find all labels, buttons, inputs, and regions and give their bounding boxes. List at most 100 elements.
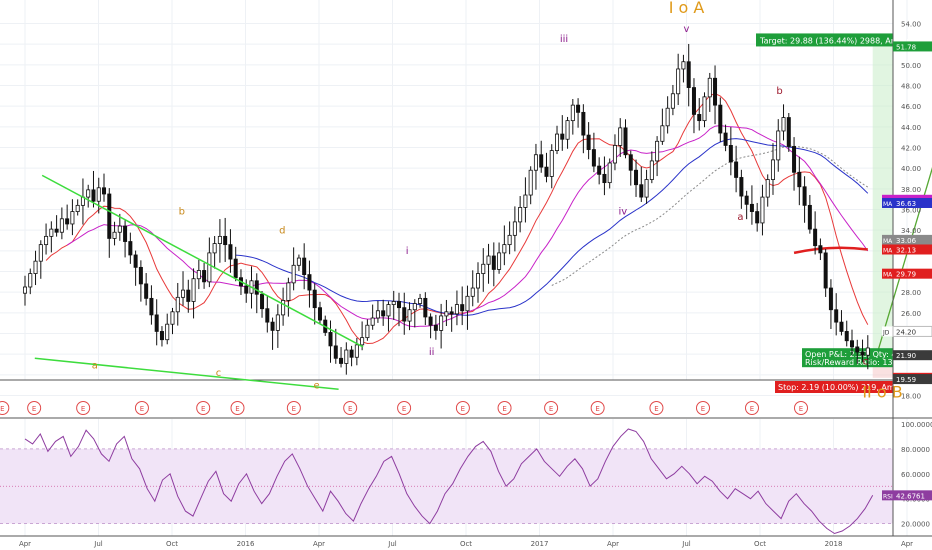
svg-text:E: E <box>549 405 553 413</box>
candle <box>818 238 823 261</box>
candle <box>602 156 607 196</box>
wave-label: a <box>92 361 98 372</box>
candle <box>734 145 739 193</box>
candle <box>565 116 570 149</box>
y-tick-label: 54.00 <box>901 21 921 29</box>
candle <box>312 283 317 325</box>
candle <box>834 293 839 336</box>
wave-label: e <box>313 380 319 391</box>
wave-degree-label: II o B <box>862 383 902 402</box>
candle <box>33 250 38 286</box>
candle <box>44 223 49 255</box>
wave-degree-label: I o A <box>669 0 705 17</box>
svg-text:E: E <box>348 405 352 413</box>
candle <box>233 246 238 282</box>
candle <box>186 279 191 313</box>
candle <box>844 320 849 347</box>
earnings-marker: E <box>76 401 91 415</box>
candle <box>760 184 765 236</box>
y-tick-label: 38.00 <box>901 186 921 194</box>
candle <box>681 54 686 83</box>
price-label: JD 24.20 <box>882 325 932 337</box>
x-tick-label: Jul <box>387 540 397 548</box>
price-label: MA 36.63 <box>882 197 932 208</box>
candle <box>212 236 217 269</box>
svg-text:JD: JD <box>882 329 890 336</box>
x-tick-label: Apr <box>19 540 31 548</box>
price-label-prefix-bg <box>882 326 893 337</box>
candle <box>792 137 797 191</box>
candle <box>260 291 265 318</box>
candle <box>128 232 133 264</box>
x-tick-label: 2016 <box>237 540 255 548</box>
svg-text:E: E <box>32 405 36 413</box>
x-tick-label: Jul <box>681 540 691 548</box>
candle <box>776 119 781 172</box>
candle <box>102 173 107 202</box>
candle <box>823 248 828 297</box>
candle <box>360 321 365 351</box>
candle <box>728 127 733 176</box>
candle <box>175 282 180 326</box>
candle <box>123 220 128 258</box>
candle <box>344 342 349 375</box>
wave-label: iv <box>618 207 627 218</box>
price-label: 21.90 <box>893 350 932 361</box>
candle <box>849 329 854 356</box>
candle <box>154 299 159 346</box>
candle <box>765 174 770 207</box>
svg-text:E: E <box>654 405 658 413</box>
candle <box>618 118 623 157</box>
candle <box>223 217 228 262</box>
earnings-marker: E <box>544 401 559 415</box>
candle <box>207 237 212 288</box>
svg-text:E: E <box>81 405 85 413</box>
candle <box>191 268 196 319</box>
candle <box>813 211 818 255</box>
earnings-marker: E <box>649 401 664 415</box>
candle <box>365 319 370 341</box>
earnings-marker: E <box>0 401 10 415</box>
y-tick-label: 42.00 <box>901 145 921 153</box>
candle <box>570 98 575 135</box>
price-label: MA 33.06 <box>882 234 932 245</box>
svg-text:29.79: 29.79 <box>896 271 916 279</box>
candle <box>275 304 280 348</box>
candle <box>470 270 475 307</box>
candle <box>22 275 27 306</box>
wave-label: v <box>684 24 690 35</box>
candle <box>270 317 275 350</box>
candle <box>707 72 712 112</box>
candle <box>407 302 412 331</box>
candle <box>423 292 428 326</box>
price-label-prefix-bg <box>882 234 893 245</box>
y-tick-label: 34.00 <box>901 227 921 235</box>
x-tick-label: 2017 <box>531 540 549 548</box>
y-tick-label: 18.00 <box>901 393 921 401</box>
candle <box>623 119 628 159</box>
ma-dotted-line <box>551 145 869 286</box>
candle <box>138 260 143 302</box>
candle <box>286 277 291 317</box>
candle <box>433 314 438 340</box>
candle <box>755 202 760 232</box>
candle <box>628 150 633 186</box>
candle <box>612 134 617 171</box>
wedge-lower-line <box>34 357 339 391</box>
earnings-marker: E <box>497 401 512 415</box>
time-axis: Apr Jul Oct 2016 Apr Jul Oct 2017 Apr Jul Oct 2018 A… <box>0 535 932 548</box>
candle <box>644 169 649 204</box>
candle <box>723 124 728 152</box>
candle <box>254 273 259 314</box>
ma-slow-line <box>235 138 869 316</box>
wave-label: b <box>776 86 782 97</box>
candle <box>555 125 560 155</box>
candle <box>523 177 528 223</box>
trend-lines[interactable] <box>34 174 364 391</box>
stop-text: Stop: 2.19 (10.00%) 219, Amou <box>778 383 905 392</box>
price-label: 51.78 <box>893 41 932 52</box>
candle <box>660 108 665 145</box>
